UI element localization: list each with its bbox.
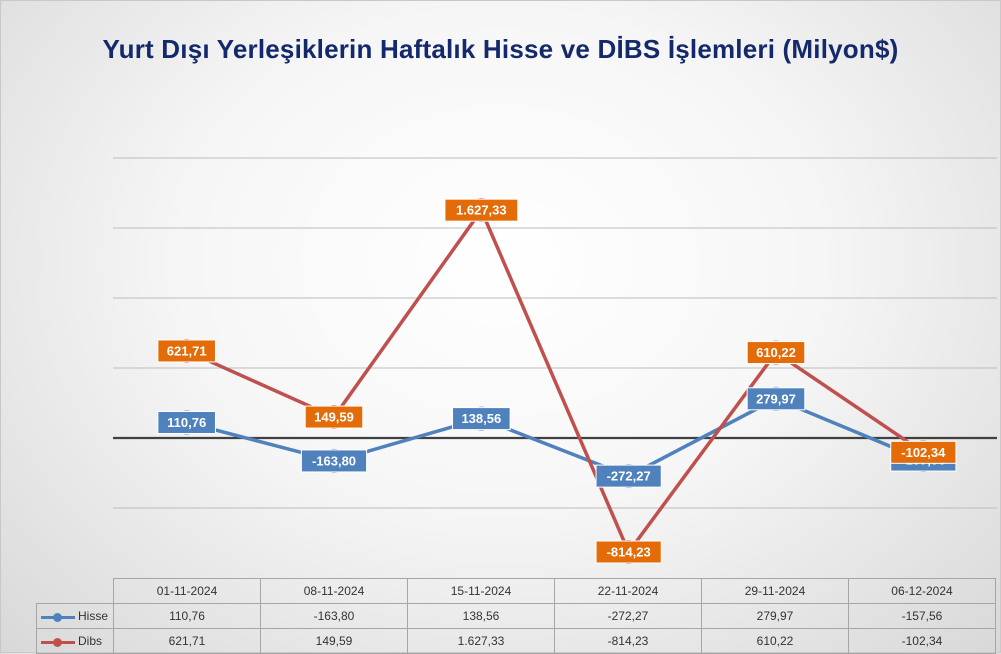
data-label-hisse: -163,80 <box>300 449 368 473</box>
chart-title: Yurt Dışı Yerleşiklerin Haftalık Hisse v… <box>102 34 899 64</box>
data-label-dibs: -102,34 <box>890 440 957 464</box>
data-label-text: 1.627,33 <box>456 203 507 218</box>
data-label-text: 110,76 <box>167 415 206 430</box>
category-label: 29-11-2024 <box>701 578 849 604</box>
legend-key-hisse <box>41 612 75 622</box>
data-table-corner <box>36 578 114 604</box>
legend-label-hisse: Hisse <box>78 609 109 623</box>
data-table-row-hisse: Hisse 110,76 -163,80 138,56 -272,27 279,… <box>36 603 996 629</box>
data-label-hisse: -272,27 <box>595 464 662 488</box>
data-label-hisse: 138,56 <box>452 407 511 431</box>
data-label-text: 610,22 <box>756 345 796 360</box>
table-cell: -157,56 <box>848 603 996 629</box>
table-cell: -814,23 <box>554 628 702 654</box>
table-cell: 110,76 <box>113 603 261 629</box>
data-label-dibs: 610,22 <box>746 341 806 365</box>
legend-label-dibs: Dibs <box>78 634 103 648</box>
table-cell: 279,97 <box>701 603 849 629</box>
data-label-hisse: 110,76 <box>157 410 216 434</box>
data-label-box <box>157 410 216 434</box>
table-cell: 138,56 <box>407 603 555 629</box>
table-cell: -163,80 <box>260 603 408 629</box>
data-label-box <box>452 407 511 431</box>
data-label-hisse: 279,97 <box>746 387 806 411</box>
table-cell: 621,71 <box>113 628 261 654</box>
data-table-header-row: 01-11-2024 08-11-2024 15-11-2024 22-11-2… <box>36 578 996 604</box>
data-label-box <box>444 198 519 222</box>
data-table-row-dibs: Dibs 621,71 149,59 1.627,33 -814,23 610,… <box>36 628 996 654</box>
legend-dibs: Dibs <box>36 628 114 654</box>
data-label-dibs: 1.627,33 <box>444 198 519 222</box>
category-label: 01-11-2024 <box>113 578 261 604</box>
table-cell: 149,59 <box>260 628 408 654</box>
data-label-dibs: -814,23 <box>595 540 662 564</box>
table-cell: 1.627,33 <box>407 628 555 654</box>
data-label-box <box>304 405 364 429</box>
data-label-dibs: 621,71 <box>157 339 216 363</box>
data-label-text: 621,71 <box>167 343 207 358</box>
data-label-text: -102,34 <box>901 445 946 460</box>
table-cell: -102,34 <box>848 628 996 654</box>
category-label: 15-11-2024 <box>407 578 555 604</box>
legend-key-dibs <box>41 637 75 647</box>
series-line-dibs <box>185 208 925 554</box>
data-label-text: -272,27 <box>607 469 651 484</box>
data-label-box <box>300 449 368 473</box>
category-label: 08-11-2024 <box>260 578 408 604</box>
data-label-box <box>157 339 216 363</box>
data-label-text: 279,97 <box>756 391 796 406</box>
legend-hisse: Hisse <box>36 603 114 629</box>
data-label-text: 149,59 <box>314 410 354 425</box>
data-label-box <box>595 464 662 488</box>
data-label-box <box>746 341 806 365</box>
category-label: 06-12-2024 <box>848 578 996 604</box>
data-label-box <box>595 540 662 564</box>
category-label: 22-11-2024 <box>554 578 702 604</box>
data-label-box <box>746 387 806 411</box>
data-label-text: -163,80 <box>312 453 356 468</box>
table-cell: 610,22 <box>701 628 849 654</box>
data-label-dibs: 149,59 <box>304 405 364 429</box>
data-label-text: -814,23 <box>607 544 651 559</box>
data-label-text: 138,56 <box>461 411 501 426</box>
table-cell: -272,27 <box>554 603 702 629</box>
data-table: 01-11-2024 08-11-2024 15-11-2024 22-11-2… <box>36 578 996 654</box>
data-label-box <box>890 440 957 464</box>
